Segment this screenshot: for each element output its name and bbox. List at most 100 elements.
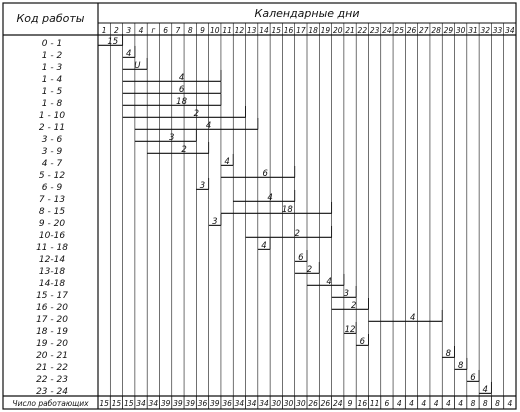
task-duration-label: 2 — [194, 109, 199, 119]
task-duration-label: 4 — [326, 277, 331, 287]
day-label: 9 — [200, 26, 205, 35]
task-code: 1 - 5 — [42, 87, 63, 97]
task-code: 22 - 23 — [36, 375, 68, 385]
task-code: 23 - 24 — [36, 387, 68, 397]
task-code: 17 - 20 — [36, 315, 68, 325]
task-code: 1 - 3 — [42, 63, 63, 73]
task-code: 4 - 7 — [42, 159, 63, 169]
day-label: 28 — [431, 26, 441, 35]
task-duration-label: 2 — [181, 145, 186, 155]
worker-count: 15 — [99, 399, 109, 408]
day-label: 6 — [163, 26, 168, 35]
day-label: 22 — [358, 26, 368, 35]
worker-count: 8 — [483, 399, 488, 408]
worker-count: 39 — [161, 399, 171, 408]
day-label: 16 — [284, 26, 294, 35]
worker-count: 4 — [421, 399, 426, 408]
worker-count: 30 — [296, 399, 306, 408]
day-label: 27 — [419, 26, 429, 35]
days-header: Календарные дни — [255, 7, 360, 20]
worker-count: 15 — [112, 399, 122, 408]
worker-count: 11 — [370, 399, 380, 408]
worker-count: 4 — [446, 399, 451, 408]
task-code: 12-14 — [39, 255, 65, 265]
task-duration-label: 3 — [212, 217, 217, 227]
worker-count: 34 — [247, 399, 257, 408]
worker-count: 34 — [235, 399, 245, 408]
task-code: 8 - 15 — [39, 207, 65, 217]
task-duration-label: 4 — [483, 385, 488, 395]
worker-count: 8 — [471, 399, 476, 408]
task-code: 14-18 — [39, 279, 65, 289]
task-duration-label: 8 — [458, 361, 464, 371]
worker-count: 39 — [173, 399, 183, 408]
task-code: 5 - 12 — [39, 171, 65, 181]
day-label: 15 — [271, 26, 281, 35]
day-label: 14 — [259, 26, 269, 35]
day-label: 20 — [333, 26, 343, 35]
day-label: 4 — [139, 26, 144, 35]
task-duration-label: 4 — [179, 73, 184, 83]
day-label: 3 — [126, 26, 131, 35]
day-label: г — [151, 26, 155, 35]
worker-count: 39 — [210, 399, 220, 408]
task-duration-label: 2 — [307, 265, 312, 275]
task-duration-label: 3 — [200, 181, 205, 191]
day-label: 24 — [382, 26, 392, 35]
day-label: 10 — [210, 26, 220, 35]
task-code: 3 - 6 — [42, 135, 63, 145]
task-duration-label: 3 — [169, 133, 174, 143]
task-code: 9 - 20 — [39, 219, 65, 229]
task-code: 11 - 18 — [36, 243, 68, 253]
worker-count: 34 — [259, 399, 269, 408]
task-duration-label: 6 — [470, 373, 476, 383]
day-label: 29 — [444, 26, 454, 35]
worker-count: 4 — [434, 399, 439, 408]
task-code: 10-16 — [39, 231, 65, 241]
worker-count: 6 — [385, 399, 390, 408]
task-code: 21 - 22 — [36, 363, 68, 373]
task-code: 1 - 8 — [42, 99, 63, 109]
task-duration-label: 8 — [446, 349, 452, 359]
task-code: 19 - 20 — [36, 339, 68, 349]
worker-count: 16 — [358, 399, 368, 408]
task-duration-label: 15 — [107, 37, 118, 47]
worker-count: 34 — [149, 399, 159, 408]
task-code: 18 - 19 — [36, 327, 68, 337]
code-column-header: Код работы — [17, 12, 85, 25]
task-code: 6 - 9 — [42, 183, 63, 193]
task-code: 7 - 13 — [39, 195, 65, 205]
day-label: 21 — [345, 26, 355, 35]
task-duration-label: 6 — [262, 169, 268, 179]
task-code: 20 - 21 — [36, 351, 68, 361]
day-label: 31 — [468, 26, 478, 35]
day-label: 17 — [296, 26, 306, 35]
worker-count: 26 — [321, 399, 331, 408]
day-label: 1 — [102, 26, 107, 35]
task-duration-label: 2 — [294, 229, 299, 239]
task-duration-label: 4 — [267, 193, 272, 203]
day-label: 23 — [370, 26, 380, 35]
task-duration-label: 2 — [351, 301, 356, 311]
task-duration-label: 4 — [224, 157, 229, 167]
task-code: 1 - 4 — [42, 75, 63, 85]
task-code: 1 - 10 — [39, 111, 65, 121]
task-duration-label: 4 — [410, 313, 415, 323]
task-duration-label: 12 — [345, 325, 356, 335]
task-duration-label: 4 — [126, 49, 131, 59]
day-label: 25 — [394, 26, 404, 35]
day-label: 32 — [480, 26, 490, 35]
worker-count: 9 — [348, 399, 353, 408]
worker-count: 4 — [458, 399, 463, 408]
task-duration-label: U — [134, 61, 141, 71]
task-code: 0 - 1 — [42, 39, 62, 49]
day-label: 19 — [321, 26, 331, 35]
worker-count: 4 — [507, 399, 512, 408]
workers-label: Число работающих — [12, 399, 89, 408]
worker-count: 24 — [333, 399, 343, 408]
task-duration-label: 18 — [282, 205, 293, 215]
day-label: 8 — [188, 26, 193, 35]
day-label: 18 — [308, 26, 318, 35]
